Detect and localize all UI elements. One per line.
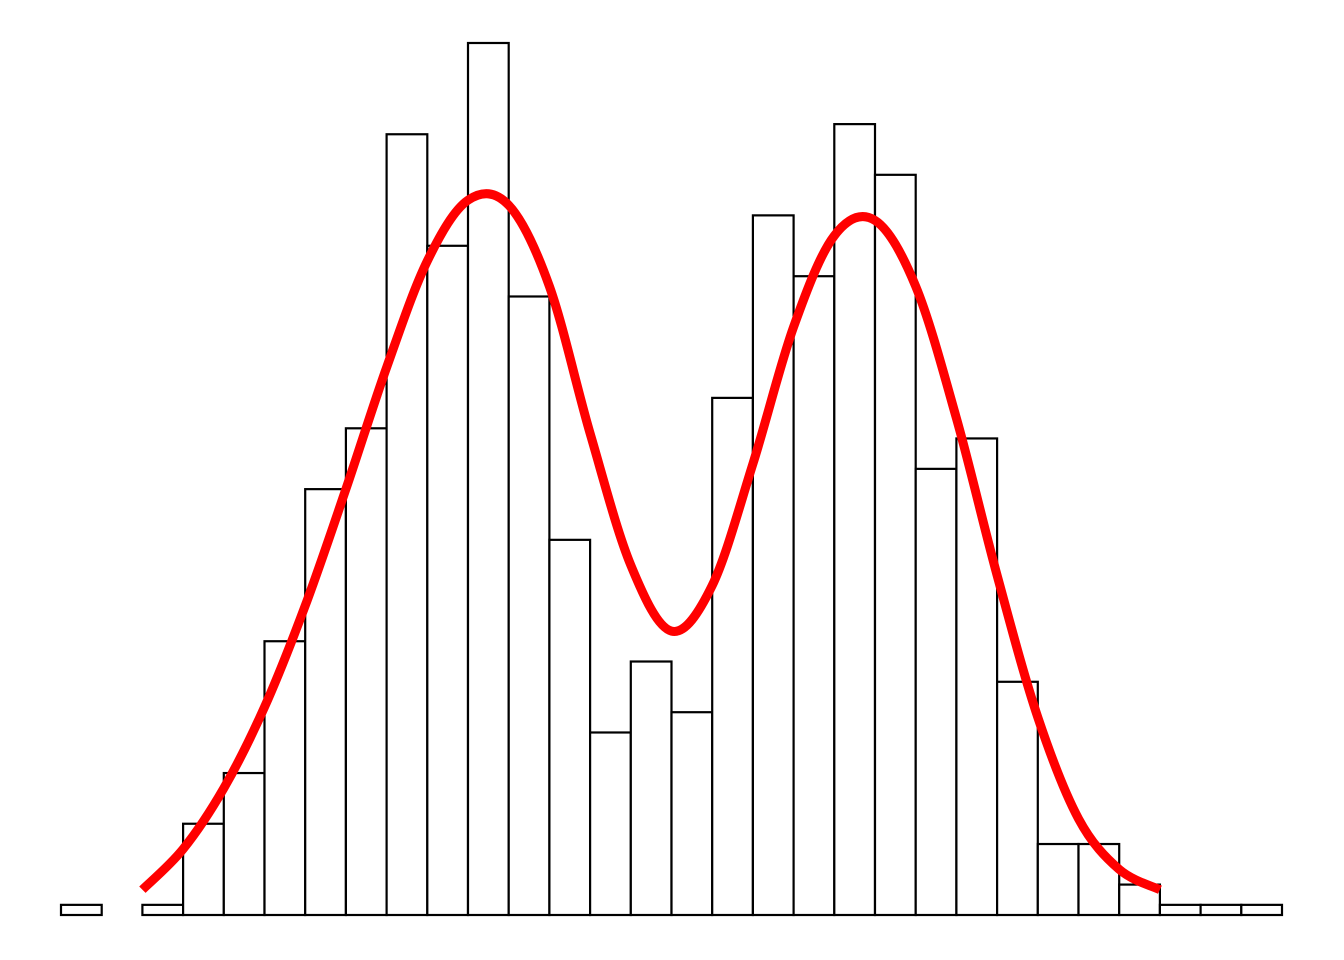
histogram-bar xyxy=(751,214,795,917)
histogram-bar xyxy=(344,427,388,917)
histogram-bar xyxy=(385,133,429,917)
histogram-bar xyxy=(1036,842,1080,917)
histogram-bar xyxy=(995,680,1039,917)
histogram-bar xyxy=(59,903,103,917)
histogram-bar xyxy=(507,295,551,917)
histogram-bar xyxy=(548,538,592,917)
density-curve xyxy=(139,189,1162,894)
histogram-bar xyxy=(629,660,673,917)
histogram-bar xyxy=(588,731,632,917)
histogram-bar xyxy=(873,173,917,917)
histogram-bar xyxy=(670,711,714,917)
histogram-bar xyxy=(792,275,836,917)
histogram-bar xyxy=(914,467,958,917)
histogram-bar xyxy=(426,244,470,917)
histogram-bar xyxy=(833,123,877,917)
histogram-bar xyxy=(1158,903,1202,917)
histogram-bar xyxy=(1240,903,1284,917)
histogram-bars xyxy=(59,41,1284,917)
histogram-bar xyxy=(1199,903,1243,917)
histogram-bar xyxy=(141,903,185,917)
histogram-bar xyxy=(955,437,999,917)
histogram-bar xyxy=(222,771,266,917)
histogram-bar xyxy=(1118,883,1161,917)
histogram-bar xyxy=(466,41,510,917)
